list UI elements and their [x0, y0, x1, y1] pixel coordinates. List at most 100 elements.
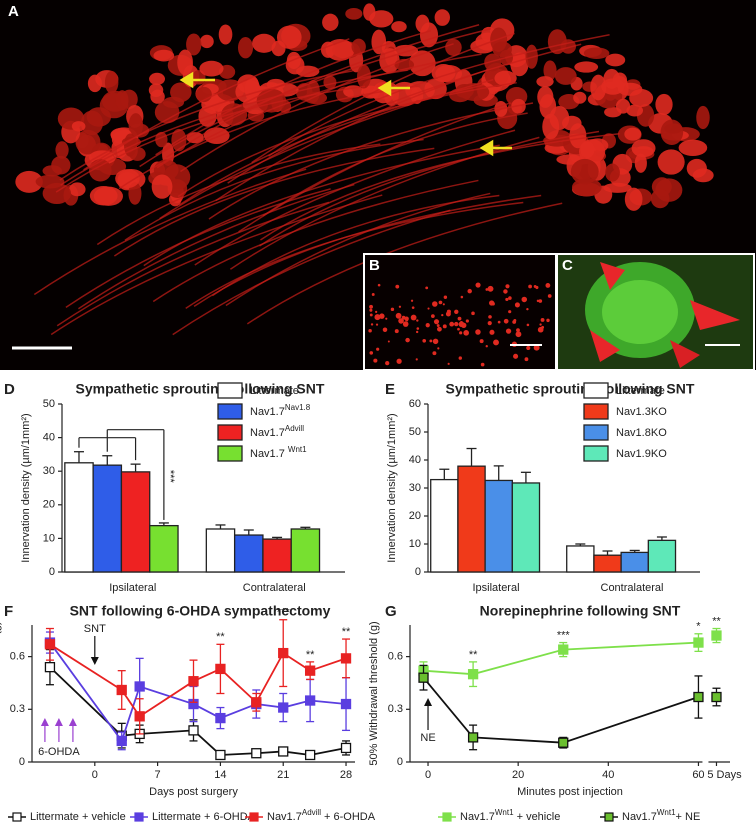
marker: [134, 681, 145, 692]
fiber: [262, 112, 528, 217]
cell: [104, 70, 119, 94]
cell: [415, 358, 418, 361]
cell: [535, 285, 539, 290]
fiber: [166, 23, 480, 158]
marker: [116, 684, 127, 696]
cell: [583, 47, 610, 59]
y-tick-label: 30: [409, 482, 421, 494]
cell: [505, 328, 512, 334]
cell: [445, 38, 462, 56]
cell: [485, 288, 489, 291]
y-tick-label: 40: [43, 432, 55, 444]
cell: [286, 51, 301, 69]
cell: [457, 316, 462, 321]
significance: **: [712, 615, 721, 627]
annotation-arrowhead: [40, 718, 49, 726]
legend-suffix: + vehicle: [514, 811, 561, 823]
cell: [547, 29, 567, 55]
cell: [657, 149, 685, 175]
panel-label: G: [385, 603, 397, 620]
legend-swatch: [583, 382, 609, 399]
cell: [542, 113, 560, 140]
cell: [446, 309, 451, 314]
legend-label: Nav1.7Advill + 6-OHDA: [267, 808, 376, 823]
cell: [580, 141, 595, 159]
bar: [484, 479, 513, 573]
significance: ***: [557, 629, 571, 641]
cell: [351, 38, 366, 55]
fiber: [83, 38, 350, 171]
y-tick-label: 0.3: [388, 703, 403, 715]
bar: [120, 471, 151, 573]
red-fiber: [690, 300, 740, 330]
legend-swatch: [583, 424, 609, 441]
fiber: [208, 102, 534, 220]
legend-superscript: Advill: [302, 808, 321, 817]
cell: [416, 327, 420, 330]
marker: [278, 746, 289, 757]
annotation: 6-OHDA: [38, 746, 80, 758]
bar: [430, 478, 459, 573]
chart-title: Sympathetic sprouting following SNT: [76, 381, 325, 397]
cell: [487, 285, 494, 292]
marker: [711, 630, 722, 641]
x-tick-label: 0: [92, 769, 98, 781]
marker: [558, 737, 569, 748]
legend-superscript: Wnt1: [288, 445, 307, 454]
cell: [508, 310, 512, 314]
legend-name: Nav1.9KO: [616, 448, 667, 460]
legend-label: Littermate: [616, 385, 665, 397]
cell: [416, 319, 419, 322]
cell: [516, 328, 520, 333]
cell: [115, 169, 140, 189]
cell: [128, 182, 142, 205]
significance: **: [342, 626, 351, 638]
cell: [373, 358, 378, 363]
cell: [296, 65, 320, 78]
y-tick-label: 40: [409, 454, 421, 466]
legend-suffix: + 6-OHDA: [321, 811, 376, 823]
cell: [629, 89, 654, 108]
cell: [405, 337, 410, 343]
cell: [467, 288, 472, 294]
cell: [547, 294, 552, 298]
fiber: [185, 201, 524, 310]
cell: [432, 301, 438, 307]
x-tick-label: 14: [214, 769, 226, 781]
cell: [75, 129, 101, 155]
legend-swatch: [217, 403, 243, 420]
marker: [188, 676, 199, 687]
annotation-arrowhead: [90, 657, 99, 665]
cell: [369, 313, 373, 317]
cell: [471, 311, 475, 316]
arrowhead: [179, 71, 194, 89]
x-tick-label: 40: [602, 769, 614, 781]
cell: [323, 75, 337, 89]
legend-label: Littermate + vehicle: [30, 811, 126, 823]
cell: [554, 67, 577, 85]
cell: [634, 153, 647, 173]
bar: [233, 534, 264, 573]
cell: [503, 318, 509, 324]
annotation-arrowhead: [424, 698, 433, 706]
legend-name: Nav1.3KO: [616, 406, 667, 418]
cell: [491, 302, 495, 306]
y-axis-label: 50% Withdrawal threshold (g): [368, 621, 380, 765]
bar: [566, 545, 595, 573]
y-tick-label: 0.6: [10, 651, 25, 663]
legend-marker: [134, 812, 144, 822]
cell: [415, 330, 419, 334]
bar: [620, 551, 649, 573]
cell: [369, 304, 373, 309]
cell: [322, 13, 339, 31]
cell: [465, 319, 469, 323]
cell: [93, 186, 123, 206]
fiber: [118, 85, 421, 190]
cell: [526, 307, 529, 311]
marker: [304, 749, 316, 761]
fiber: [159, 78, 494, 220]
cell: [605, 163, 620, 182]
cell: [485, 345, 488, 348]
y-tick-label: 0.6: [388, 651, 403, 663]
bar: [511, 482, 541, 573]
